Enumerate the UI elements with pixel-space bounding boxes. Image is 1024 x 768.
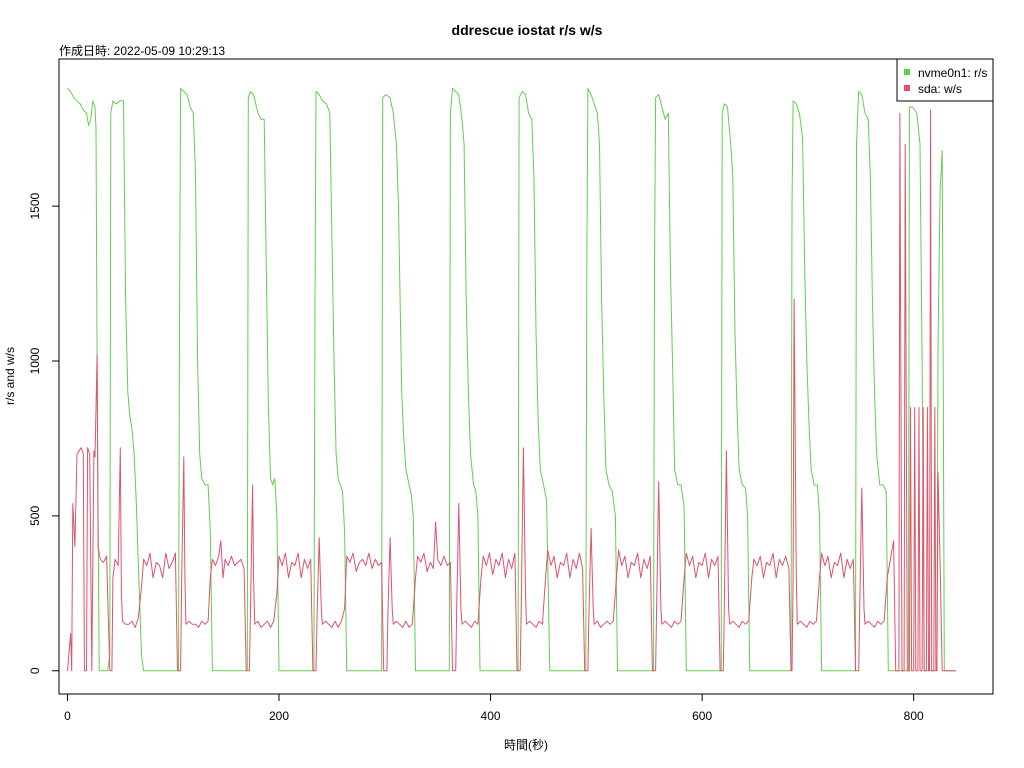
y-axis: 0 500 1000 1500 xyxy=(28,192,60,674)
chart-title: ddrescue iostat r/s w/s xyxy=(452,22,603,38)
x-tick-label: 600 xyxy=(692,709,712,723)
series-line-sda xyxy=(67,109,956,672)
series-layer xyxy=(67,87,956,672)
legend-label-sda: sda: w/s xyxy=(918,82,962,96)
x-tick-label: 800 xyxy=(904,709,924,723)
legend-box xyxy=(896,58,994,102)
series-line-nvme xyxy=(67,87,956,672)
legend-label-nvme: nvme0n1: r/s xyxy=(918,66,987,80)
x-axis-label: 時間(秒) xyxy=(504,738,548,752)
x-tick-label: 0 xyxy=(64,709,71,723)
y-axis-label: r/s and w/s xyxy=(3,347,17,405)
x-tick-label: 200 xyxy=(269,709,289,723)
y-tick-label: 0 xyxy=(28,667,42,674)
x-axis: 0 200 400 600 800 xyxy=(64,693,924,723)
y-tick-label: 1000 xyxy=(28,347,42,374)
y-tick-label: 1500 xyxy=(28,192,42,219)
legend-swatch-nvme xyxy=(904,69,910,75)
legend-swatch-sda xyxy=(904,85,910,91)
chart-subtitle: 作成日時: 2022-05-09 10:29:13 xyxy=(59,44,225,58)
legend: nvme0n1: r/s sda: w/s xyxy=(896,58,994,102)
x-tick-label: 400 xyxy=(481,709,501,723)
y-tick-label: 500 xyxy=(28,506,42,526)
